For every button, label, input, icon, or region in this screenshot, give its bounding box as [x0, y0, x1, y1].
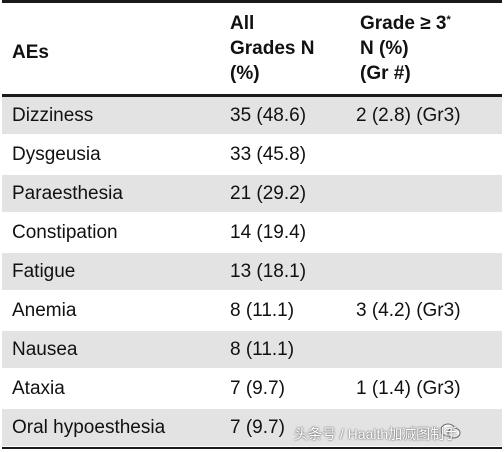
header-grade3: Grade ≥ 3* N (%) (Gr #): [360, 11, 500, 86]
cell-all-grades: 8 (11.1): [230, 339, 295, 360]
cell-all-grades: 21 (29.2): [230, 183, 307, 204]
table-row: Constipation 14 (19.4): [2, 214, 502, 253]
header-grade3-line: (Gr #): [360, 63, 411, 84]
table-row: Nausea 8 (11.1): [2, 331, 502, 370]
chat-bubble-icon: [440, 423, 461, 439]
header-all-grades: All Grades N (%): [230, 11, 350, 86]
cell-ae: Oral hypoesthesia: [12, 417, 166, 438]
table-row: Anemia 8 (11.1) 3 (4.2) (Gr3): [2, 292, 502, 331]
cell-ae: Anemia: [12, 300, 77, 321]
cell-grade3: 2 (2.8) (Gr3): [356, 105, 461, 126]
header-grade3-line: N (%): [360, 38, 409, 59]
table-row: Ataxia 7 (9.7) 1 (1.4) (Gr3): [2, 370, 502, 409]
cell-ae: Ataxia: [12, 378, 65, 399]
table-row: Fatigue 13 (18.1): [2, 253, 502, 292]
table-bottom-rule: [2, 447, 502, 449]
header-grade3-title: Grade ≥ 3: [360, 13, 447, 34]
cell-all-grades: 14 (19.4): [230, 222, 307, 243]
cell-all-grades: 35 (48.6): [230, 105, 307, 126]
cell-all-grades: 33 (45.8): [230, 144, 307, 165]
header-all-grades-line: Grades N: [230, 38, 315, 59]
cell-all-grades: 13 (18.1): [230, 261, 307, 282]
header-aes: AEs: [12, 42, 49, 63]
header-grade3-line: Grade ≥ 3*: [360, 11, 500, 36]
cell-ae: Constipation: [12, 222, 118, 243]
cell-grade3: 1 (1.4) (Gr3): [356, 378, 461, 399]
cell-ae: Fatigue: [12, 261, 76, 282]
cell-ae: Dizziness: [12, 105, 94, 126]
cell-grade3: 3 (4.2) (Gr3): [356, 300, 461, 321]
cell-all-grades: 7 (9.7): [230, 417, 285, 438]
table-row: Paraesthesia 21 (29.2): [2, 175, 502, 214]
header-all-grades-line: (%): [230, 63, 260, 84]
header-all-grades-line: All: [230, 13, 255, 34]
cell-ae: Dysgeusia: [12, 144, 101, 165]
table-row: Dizziness 35 (48.6) 2 (2.8) (Gr3): [2, 97, 502, 136]
cell-ae: Nausea: [12, 339, 78, 360]
cell-ae: Paraesthesia: [12, 183, 123, 204]
table-header: AEs All Grades N (%) Grade ≥ 3* N (%) (G…: [2, 0, 502, 97]
table-row: Dysgeusia 33 (45.8): [2, 136, 502, 175]
cell-all-grades: 7 (9.7): [230, 378, 285, 399]
cell-all-grades: 8 (11.1): [230, 300, 295, 321]
watermark-text: 头条号 / Haalth加减图制手: [294, 426, 459, 442]
header-grade3-footnote-mark: *: [446, 14, 451, 26]
